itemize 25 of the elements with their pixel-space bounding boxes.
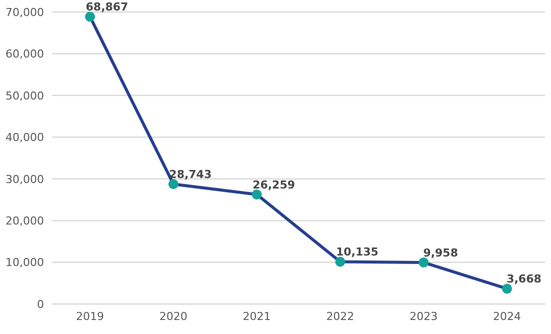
x-tick-label: 2019 [76, 310, 104, 323]
y-tick-label: 10,000 [6, 256, 44, 270]
data-label: 9,958 [423, 246, 458, 260]
x-tick-label: 2023 [410, 310, 438, 323]
data-label: 68,867 [86, 0, 128, 14]
data-label: 26,259 [252, 178, 296, 192]
x-tick-label: 2021 [242, 310, 271, 323]
y-tick-label: 70,000 [6, 6, 44, 19]
point [418, 257, 429, 268]
y-tick-label: 30,000 [6, 172, 44, 186]
point [335, 256, 346, 267]
point [168, 179, 178, 190]
point [502, 284, 512, 294]
y-tick-label: 50,000 [6, 89, 44, 102]
data-label: 3,668 [506, 272, 542, 286]
y-tick-label: 60,000 [6, 48, 44, 61]
point [85, 12, 95, 22]
y-tick-label: 20,000 [6, 214, 44, 228]
x-tick-label: 2022 [326, 310, 354, 323]
data-label: 28,743 [169, 168, 212, 182]
data-label: 10,135 [336, 246, 378, 259]
y-tick-label: 0 [37, 298, 44, 311]
y-tick-label: 40,000 [6, 131, 44, 144]
x-tick-label: 2020 [159, 310, 188, 323]
x-tick-label: 2024 [493, 310, 521, 323]
